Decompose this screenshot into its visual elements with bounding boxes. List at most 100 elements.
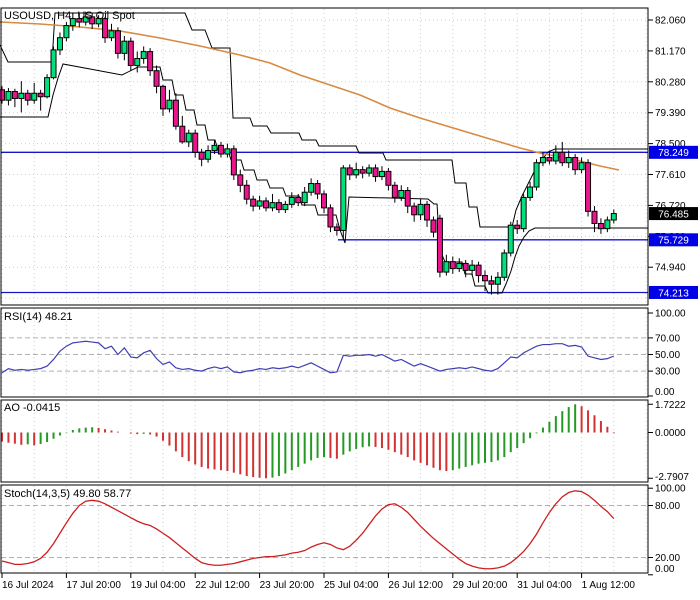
candle	[18, 92, 25, 99]
candle	[366, 167, 373, 174]
candle	[333, 226, 340, 231]
candle	[391, 184, 398, 198]
ao-tick-label: 1.7222	[655, 400, 686, 411]
candles-layer	[0, 11, 617, 295]
candle	[533, 162, 540, 188]
candle	[475, 264, 482, 277]
candle	[153, 70, 160, 87]
candle	[198, 151, 205, 160]
stoch-tick-label: 0.00	[655, 564, 675, 575]
candle	[166, 99, 173, 110]
candle	[314, 183, 321, 195]
candle	[494, 276, 501, 285]
candle	[610, 213, 617, 221]
stoch-tick-label: 100.00	[655, 484, 686, 495]
candle	[514, 224, 521, 230]
candle	[443, 261, 450, 273]
candle	[140, 51, 147, 60]
rsi-indicator-label: RSI(14) 48.21	[4, 311, 73, 323]
candle	[95, 18, 102, 25]
candle	[50, 49, 57, 79]
candle	[404, 189, 411, 207]
candle	[134, 58, 141, 66]
time-tick-label: 1 Aug 12:00	[582, 580, 636, 591]
rsi-tick-label: 100.00	[655, 309, 686, 320]
candle	[520, 196, 527, 230]
price-tick-label: 77.610	[655, 170, 686, 181]
candle	[321, 193, 327, 209]
time-tick-label: 22 Jul 12:00	[195, 580, 250, 591]
candle	[56, 37, 63, 51]
candle	[430, 219, 437, 233]
candle	[340, 167, 347, 231]
candle	[346, 167, 353, 176]
price-tick-label: 79.390	[655, 108, 686, 119]
candle	[76, 18, 83, 23]
stoch-tick-label: 80.00	[655, 501, 680, 512]
candle	[230, 148, 237, 176]
candle	[295, 196, 302, 204]
candle	[160, 85, 166, 110]
candle	[282, 203, 289, 211]
time-tick-label: 29 Jul 20:00	[453, 580, 508, 591]
svg-text:76.485: 76.485	[658, 209, 689, 220]
time-tick-label: 31 Jul 04:00	[517, 580, 572, 591]
stoch-line	[1, 490, 615, 570]
candle	[89, 16, 96, 25]
price-tick-label: 82.060	[655, 16, 686, 27]
candle	[449, 261, 456, 270]
candle	[353, 169, 360, 176]
candle	[263, 200, 270, 209]
candle	[102, 18, 109, 39]
price-tick-label: 76.720	[655, 201, 686, 212]
candle	[5, 91, 12, 101]
rsi-tick-label: 50.00	[655, 350, 680, 361]
svg-text:75.729: 75.729	[658, 236, 689, 247]
candle	[243, 184, 250, 200]
rsi-tick-label: 0.00	[655, 387, 675, 398]
rsi-line	[1, 340, 615, 374]
candle	[69, 18, 76, 27]
stoch-indicator-label: Stoch(14,3,5) 49.80 58.77	[4, 488, 132, 500]
candle	[359, 169, 366, 174]
price-tick-label: 74.940	[655, 263, 686, 274]
chart-title: USOUSD, H4: US Oil Spot	[4, 10, 135, 22]
candle	[172, 99, 179, 127]
candle	[436, 217, 443, 273]
candle	[63, 25, 70, 39]
candle	[256, 200, 263, 207]
candle	[308, 183, 315, 193]
candle	[237, 174, 244, 186]
candle	[192, 132, 199, 153]
ao-panel	[1, 404, 615, 479]
candle	[372, 167, 379, 178]
candle	[224, 148, 231, 155]
level-price-badge: 74.213	[649, 285, 698, 299]
candle	[539, 156, 546, 164]
price-tick-label: 80.280	[655, 77, 686, 88]
candle	[82, 16, 89, 23]
candle	[108, 30, 115, 39]
rsi-tick-label: 70.00	[655, 333, 680, 344]
candle	[565, 156, 572, 164]
time-tick-label: 23 Jul 20:00	[260, 580, 315, 591]
candle	[327, 207, 334, 228]
candle	[37, 92, 44, 98]
candle	[24, 92, 31, 101]
candle	[578, 162, 585, 171]
time-tick-label: 16 Jul 2024	[2, 580, 54, 591]
candle	[585, 162, 592, 212]
level-price-badge: 78.249	[649, 145, 698, 159]
time-axis[interactable]: 16 Jul 2024 17 Jul 20:00 19 Jul 04:00 22 Ju…	[1, 573, 636, 591]
stoch-panel	[1, 490, 648, 570]
candle	[507, 224, 514, 254]
candle	[469, 264, 476, 271]
svg-text:74.213: 74.213	[658, 288, 689, 299]
candle	[205, 150, 212, 160]
candle	[417, 203, 424, 216]
candle	[424, 203, 431, 221]
candle	[552, 151, 559, 162]
candle	[127, 40, 134, 66]
